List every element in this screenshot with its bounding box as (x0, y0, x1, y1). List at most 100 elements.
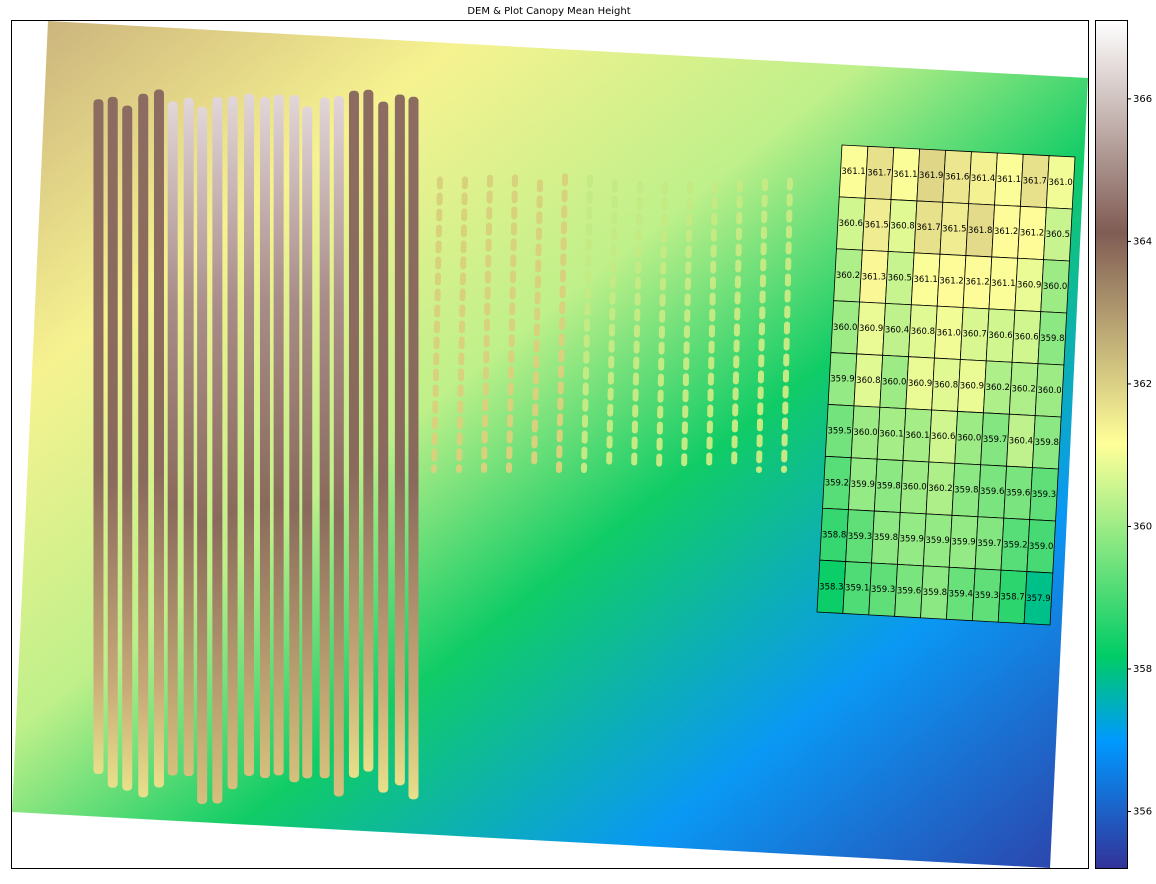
crop-row (183, 97, 194, 777)
cell-label: 360.8 (911, 327, 935, 337)
colorbar-tick-label: 358 (1133, 664, 1152, 675)
cell-label: 360.4 (1009, 436, 1033, 446)
cell-label: 361.2 (1020, 228, 1044, 238)
crop-row (122, 105, 133, 791)
crop-row (227, 96, 238, 790)
cell-label: 360.6 (988, 331, 1012, 341)
cell-label: 361.5 (942, 224, 966, 234)
crop-row (244, 93, 255, 776)
seedling-row (731, 179, 743, 473)
cell-label: 360.0 (1037, 386, 1061, 396)
cell-label: 360.8 (856, 376, 880, 386)
cell-label: 361.7 (916, 223, 940, 233)
cell-label: 361.1 (991, 279, 1015, 289)
seedling-row (506, 174, 518, 473)
cell-label: 359.4 (949, 589, 973, 599)
cell-label: 359.8 (954, 486, 978, 496)
cell-label: 360.4 (885, 326, 909, 336)
cell-label: 360.0 (882, 377, 906, 387)
cell-label: 359.9 (900, 535, 924, 545)
cell-label: 360.0 (853, 428, 877, 438)
cell-label: 359.8 (874, 533, 898, 543)
cell-label: 361.2 (994, 227, 1018, 237)
crop-row (212, 96, 223, 804)
colorbar-tick-label: 366 (1133, 94, 1152, 105)
cell-label: 359.6 (1006, 488, 1030, 498)
cell-label: 359.2 (825, 478, 849, 488)
cell-label: 360.1 (879, 429, 903, 439)
cell-label: 360.9 (908, 379, 932, 389)
colorbar-tick-label: 360 (1133, 521, 1152, 532)
plot-cell (1023, 571, 1054, 626)
cell-label: 361.1 (841, 167, 865, 177)
cell-label: 359.8 (923, 588, 947, 598)
cell-label: 359.3 (974, 591, 998, 601)
cell-label: 358.3 (819, 582, 843, 592)
cell-label: 359.7 (977, 539, 1001, 549)
seedling-row (556, 173, 568, 473)
crop-row (167, 101, 178, 776)
cell-label: 359.1 (845, 584, 869, 594)
crop-row (394, 94, 405, 786)
cell-label: 360.0 (833, 323, 857, 333)
cell-label: 361.1 (997, 175, 1021, 185)
cell-label: 359.8 (1040, 334, 1064, 344)
crop-row (259, 96, 270, 779)
seedling-row (581, 174, 593, 473)
cell-label: 359.7 (983, 435, 1007, 445)
seedling-row (606, 179, 618, 473)
cell-label: 361.3 (862, 272, 886, 282)
cell-label: 357.9 (1026, 594, 1050, 604)
crop-row (138, 93, 149, 798)
cell-label: 359.9 (925, 536, 949, 546)
seedling-row (756, 178, 768, 473)
crop-row (408, 96, 419, 800)
cell-label: 361.1 (893, 170, 917, 180)
seedling-row (531, 179, 543, 473)
colorbar-tick-label: 362 (1133, 379, 1152, 390)
colorbar-tick-label: 364 (1133, 236, 1152, 247)
cell-label: 359.3 (1032, 490, 1056, 500)
cell-label: 360.8 (890, 222, 914, 232)
cell-label: 361.5 (864, 220, 888, 230)
cell-label: 360.2 (1011, 384, 1035, 394)
crop-row (273, 94, 284, 776)
cell-label: 359.3 (848, 532, 872, 542)
cell-label: 359.2 (1003, 540, 1027, 550)
cell-label: 361.9 (919, 171, 943, 181)
crop-row (197, 106, 208, 804)
cell-label: 359.0 (1029, 542, 1053, 552)
cell-label: 360.0 (902, 483, 926, 493)
crop-row (289, 95, 300, 783)
cell-label: 360.2 (928, 484, 952, 494)
seedling-row (631, 180, 643, 473)
crop-field (93, 89, 793, 804)
cell-label: 361.2 (939, 276, 963, 286)
colorbar-axis: 356 358 360 362 364 366 (1127, 94, 1152, 817)
cell-label: 359.9 (951, 538, 975, 548)
cell-label: 360.6 (839, 219, 863, 229)
crop-row (348, 90, 359, 778)
cell-label: 359.8 (876, 481, 900, 491)
cell-label: 359.6 (980, 487, 1004, 497)
cell-label: 360.1 (905, 431, 929, 441)
crop-row (153, 89, 164, 788)
cell-label: 361.2 (965, 278, 989, 288)
cell-label: 360.0 (1043, 282, 1067, 292)
cell-label: 359.9 (851, 480, 875, 490)
seedling-row (656, 181, 668, 473)
cell-label: 359.6 (897, 587, 921, 597)
crop-row (107, 96, 118, 788)
cell-label: 361.6 (945, 172, 969, 182)
cell-label: 360.0 (957, 434, 981, 444)
cell-label: 360.8 (934, 380, 958, 390)
cell-label: 361.0 (937, 328, 961, 338)
cell-label: 361.0 (1048, 178, 1072, 188)
crop-row (378, 101, 389, 793)
cell-label: 361.8 (968, 226, 992, 236)
cell-label: 360.2 (986, 383, 1010, 393)
cell-label: 359.9 (830, 375, 854, 385)
cell-label: 358.8 (822, 530, 846, 540)
crop-row (319, 97, 330, 779)
